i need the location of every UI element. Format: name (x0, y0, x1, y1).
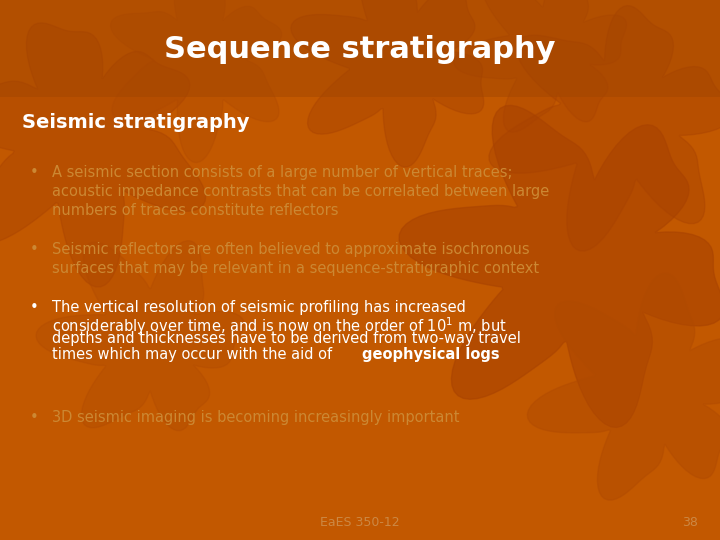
Polygon shape (0, 23, 206, 287)
Polygon shape (527, 273, 720, 500)
Polygon shape (399, 105, 720, 428)
Text: considerably over time, and is now on the order of 10$^1$ m, but: considerably over time, and is now on th… (52, 315, 507, 337)
Text: Seismic reflectors are often believed to approximate isochronous
surfaces that m: Seismic reflectors are often believed to… (52, 242, 539, 276)
Text: •: • (30, 165, 39, 180)
Text: Sequence stratigraphy: Sequence stratigraphy (164, 36, 556, 64)
Text: 3D seismic imaging is becoming increasingly important: 3D seismic imaging is becoming increasin… (52, 410, 459, 425)
Text: EaES 350-12: EaES 350-12 (320, 516, 400, 529)
Text: A seismic section consists of a large number of vertical traces;
acoustic impeda: A seismic section consists of a large nu… (52, 165, 549, 218)
Text: •: • (30, 300, 39, 315)
Text: Seismic stratigraphy: Seismic stratigraphy (22, 112, 250, 132)
Polygon shape (454, 0, 626, 132)
Text: •: • (30, 410, 39, 425)
Polygon shape (111, 0, 282, 163)
Text: geophysical logs: geophysical logs (362, 347, 500, 361)
Text: times which may occur with the aid of: times which may occur with the aid of (52, 347, 337, 361)
Text: 38: 38 (682, 516, 698, 529)
FancyBboxPatch shape (0, 0, 720, 97)
Polygon shape (36, 241, 244, 430)
Polygon shape (489, 5, 720, 251)
Text: depths and thicknesses have to be derived from two-way travel: depths and thicknesses have to be derive… (52, 331, 521, 346)
Text: •: • (30, 242, 39, 257)
Text: The vertical resolution of seismic profiling has increased: The vertical resolution of seismic profi… (52, 300, 466, 315)
Polygon shape (291, 0, 484, 167)
